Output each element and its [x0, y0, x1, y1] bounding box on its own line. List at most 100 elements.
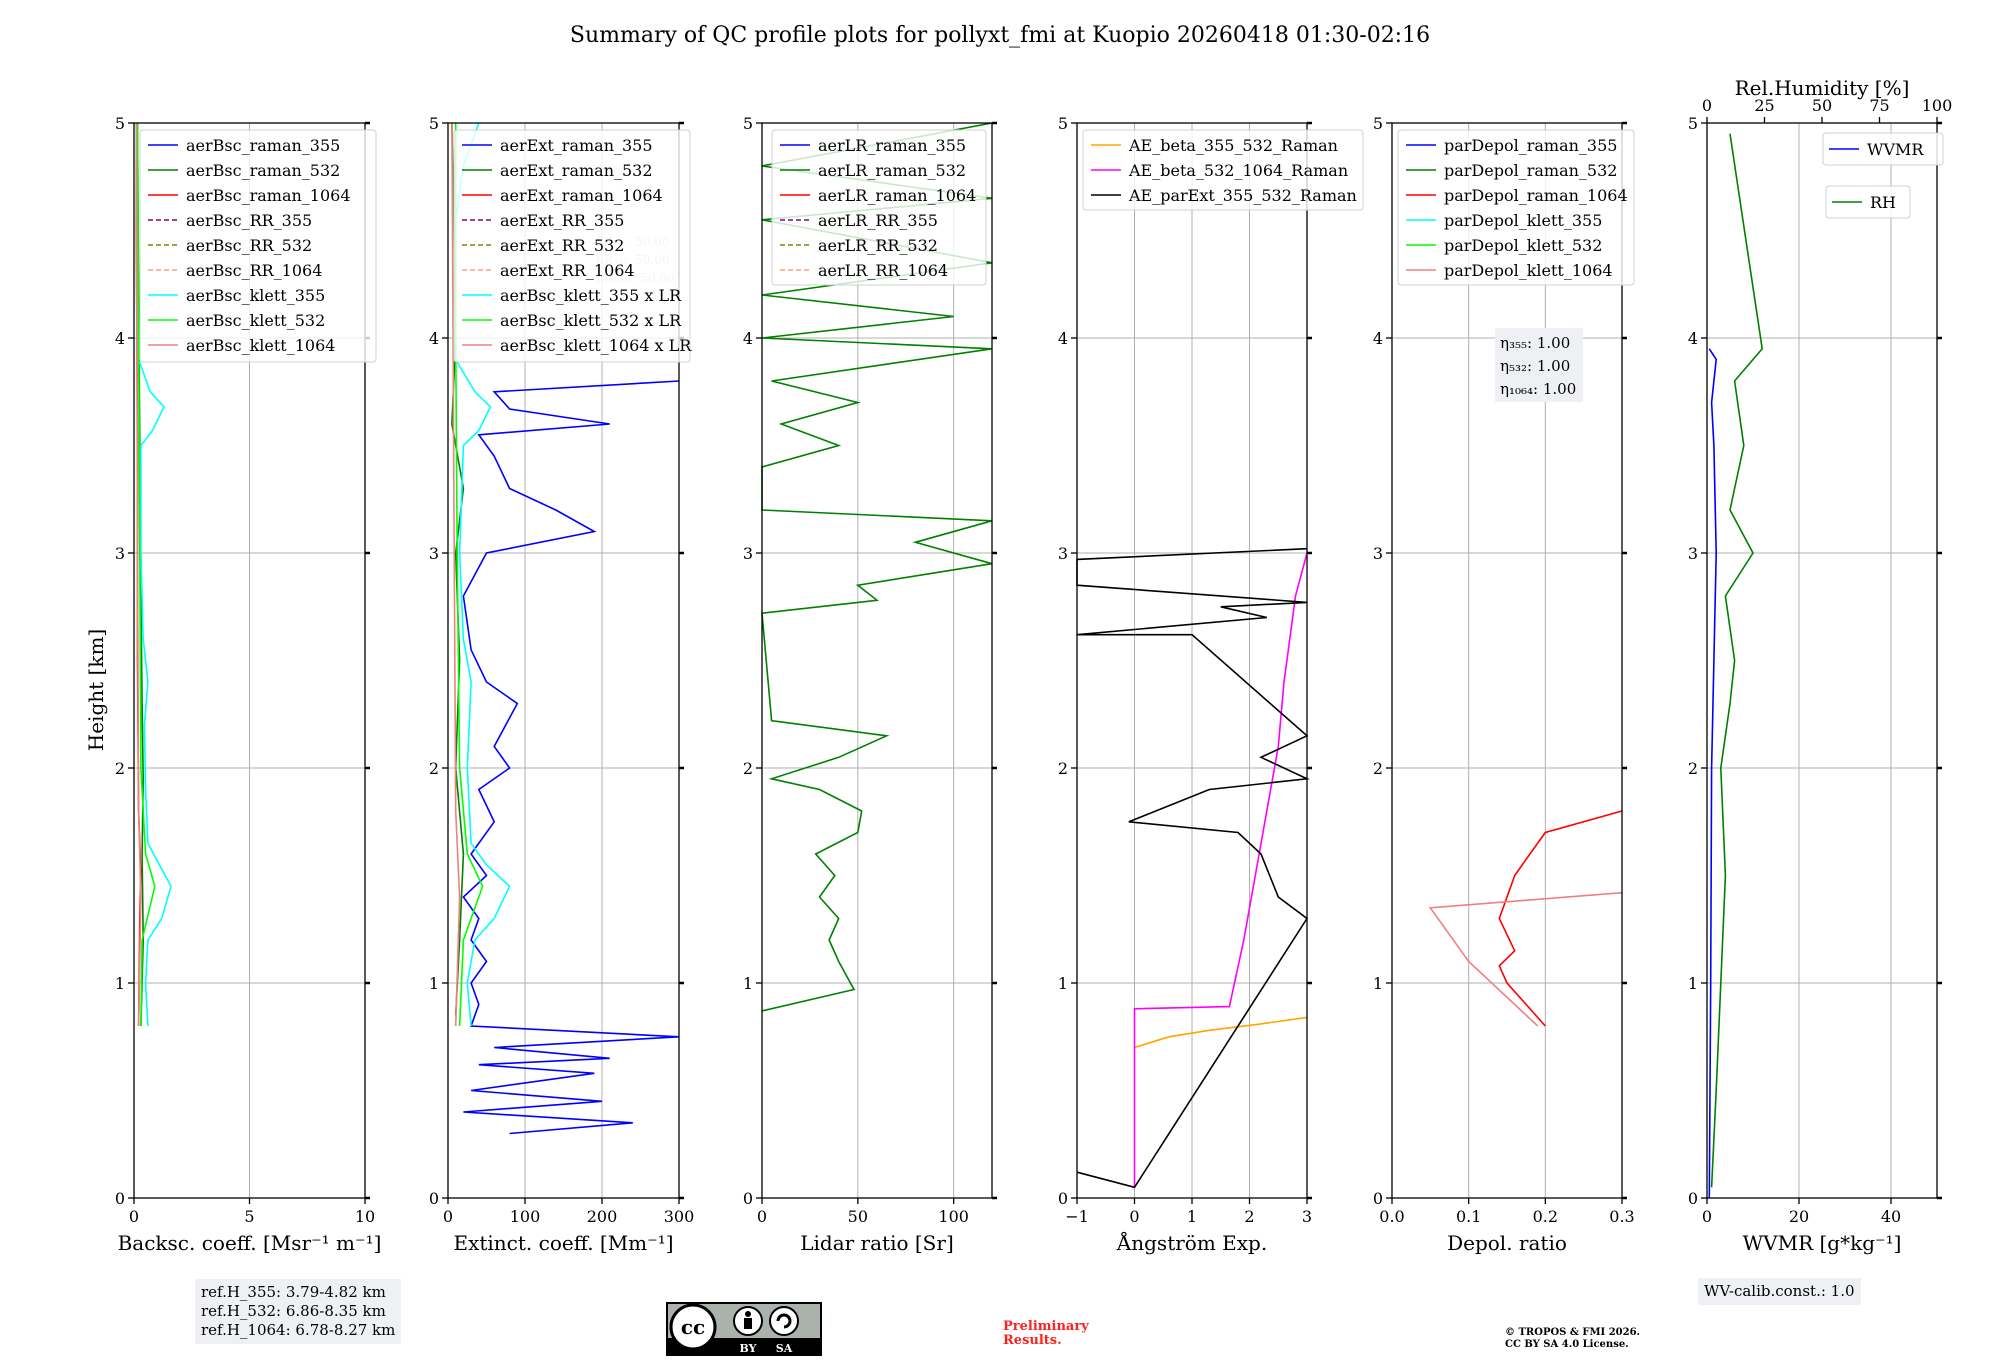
legend-label: aerBsc_klett_355 x LR [500, 286, 682, 305]
y-tick-label: 0 [1373, 1189, 1383, 1208]
legend-label: aerLR_RR_532 [818, 236, 938, 255]
series-line-parDepol_klett_1064 [1428, 891, 1623, 1027]
series-line-aerBsc_klett_1064 x LR [451, 122, 461, 1027]
legend-label: parDepol_klett_532 [1444, 236, 1602, 255]
legend-label: RH [1870, 193, 1896, 212]
x-tick-label: 0 [1702, 1207, 1712, 1226]
y-tick-label: 1 [429, 974, 439, 993]
legend-WVMR: WVMR [1822, 132, 1944, 166]
legend-label: AE_beta_532_1064_Raman [1128, 161, 1348, 180]
y-tick-label: 1 [1058, 974, 1068, 993]
legend-label: parDepol_klett_1064 [1444, 261, 1613, 280]
cc-by-sa-license-badge: cc BY SA [666, 1302, 822, 1356]
legend-label: aerLR_raman_532 [818, 161, 966, 180]
x-tick-label: 2 [1244, 1207, 1254, 1226]
legend-label: aerBsc_klett_532 [186, 311, 325, 330]
top-x-tick-label: 75 [1869, 96, 1889, 115]
y-tick-label: 5 [115, 114, 125, 133]
series-line-aerExt_raman_355 [462, 380, 680, 1135]
x-tick-label: 0.3 [1609, 1207, 1634, 1226]
axes-frame [1706, 122, 1938, 1199]
y-axis-label: Height [km] [84, 629, 108, 751]
series-line-aerBsc_klett_532 x LR [454, 123, 484, 1027]
y-tick-label: 2 [1373, 759, 1383, 778]
top-x-tick-label: 100 [1922, 96, 1953, 115]
y-tick-label: 5 [1373, 114, 1383, 133]
y-tick-label: 1 [743, 974, 753, 993]
ref-height-1064: ref.H_1064: 6.78-8.27 km [201, 1321, 396, 1339]
eta-annotation-box [1495, 328, 1583, 402]
y-tick-label: 1 [1688, 974, 1698, 993]
legend-label: aerBsc_klett_532 x LR [500, 311, 682, 330]
x-axis-label-lidar_ratio: Lidar ratio [Sr] [800, 1231, 954, 1255]
legend-RH: RH [1825, 185, 1911, 219]
series-line-AE_beta_532_1064_Raman [1133, 552, 1308, 1188]
x-tick-label: 0 [443, 1207, 453, 1226]
y-tick-label: 2 [1058, 759, 1068, 778]
x-tick-label: 1 [1187, 1207, 1197, 1226]
legend-label: aerExt_RR_532 [500, 236, 624, 255]
series-line-aerBsc_klett_355 [135, 122, 172, 1027]
x-tick-label: −1 [1065, 1207, 1089, 1226]
series-line-aerLR_raman_532 [761, 122, 993, 1012]
series-line-parDepol_raman_1064 [1498, 810, 1623, 1027]
y-tick-label: 3 [1058, 544, 1068, 563]
copyright-line-2: CC BY SA 4.0 License. [1505, 1339, 1629, 1350]
legend-label: aerBsc_klett_1064 x LR [500, 336, 692, 355]
legend-label: parDepol_raman_355 [1444, 136, 1617, 155]
wv-calibration-constant: WV-calib.const.: 1.0 [1704, 1282, 1855, 1300]
legend-label: aerExt_raman_355 [500, 136, 653, 155]
x-axis-label-wvmr: WVMR [g*kg⁻¹] [1743, 1231, 1902, 1255]
legend-label: aerLR_RR_1064 [818, 261, 948, 280]
series-line-aerBsc_klett_532 [136, 122, 156, 1027]
cc-text: cc [681, 1315, 705, 1339]
legend-extinction: aerExt_raman_355 aerExt_raman_532 aerExt_r… [453, 129, 692, 363]
legend-label: parDepol_raman_1064 [1444, 186, 1628, 205]
preliminary-line-2: Results. [1003, 1333, 1062, 1348]
y-tick-label: 5 [1688, 114, 1698, 133]
y-tick-label: 4 [115, 329, 125, 348]
x-tick-label: 0 [1129, 1207, 1139, 1226]
legend-label: aerLR_raman_355 [818, 136, 966, 155]
legend-label: aerLR_RR_355 [818, 211, 938, 230]
top-x-tick-label: 25 [1754, 96, 1774, 115]
legend-label: aerExt_raman_532 [500, 161, 653, 180]
axes-frame [447, 122, 680, 1199]
figure-title: Summary of QC profile plots for pollyxt_… [570, 23, 1430, 48]
preliminary-line-1: Preliminary [1003, 1319, 1089, 1334]
y-tick-label: 5 [429, 114, 439, 133]
x-tick-label: 5 [244, 1207, 254, 1226]
y-tick-label: 3 [429, 544, 439, 563]
y-tick-label: 1 [115, 974, 125, 993]
preliminary-results-note: Preliminary Results. [1003, 1320, 1089, 1348]
sa-label: SA [776, 1342, 793, 1355]
ref-height-355: ref.H_355: 3.79-4.82 km [201, 1283, 386, 1301]
legend-label: aerBsc_raman_1064 [186, 186, 351, 205]
y-tick-label: 4 [743, 329, 753, 348]
x-tick-label: 200 [587, 1207, 618, 1226]
x-tick-label: 0.2 [1533, 1207, 1558, 1226]
y-tick-label: 0 [115, 1189, 125, 1208]
legend-angstrom: AE_beta_355_532_Raman AE_beta_532_1064_Ra… [1082, 129, 1364, 211]
legend-label: aerBsc_RR_532 [186, 236, 312, 255]
legend-label: aerBsc_RR_1064 [186, 261, 322, 280]
y-tick-label: 3 [1688, 544, 1698, 563]
x-tick-label: 3 [1302, 1207, 1312, 1226]
x-tick-label: 40 [1881, 1207, 1901, 1226]
cc-icon [669, 1303, 717, 1351]
y-tick-label: 4 [1688, 329, 1698, 348]
reference-heights-box: ref.H_355: 3.79-4.82 km ref.H_532: 6.86-… [195, 1279, 402, 1344]
top-x-axis-label: Rel.Humidity [%] [1735, 76, 1910, 100]
y-tick-label: 3 [1373, 544, 1383, 563]
x-tick-label: 50 [848, 1207, 868, 1226]
top-x-tick-label: 50 [1812, 96, 1832, 115]
series-line-AE_beta_355_532_Raman [1134, 1016, 1308, 1049]
series-line-WVMR [1708, 348, 1718, 1199]
axes-frame [761, 122, 993, 1199]
legend-label: WVMR [1867, 140, 1924, 159]
